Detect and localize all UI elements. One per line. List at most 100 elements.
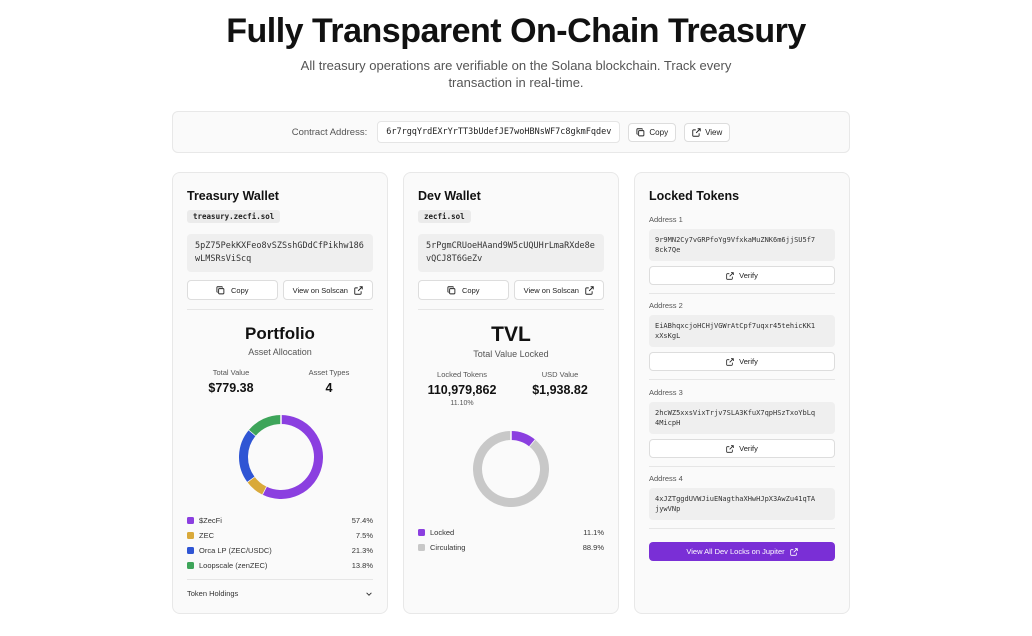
dev-wallet-title: Dev Wallet [418,189,481,203]
treasury-solscan-label: View on Solscan [292,285,348,295]
donut-gap [529,439,536,448]
contract-view-label: View [705,127,723,137]
locked-divider [649,379,835,380]
tvl-title: TVL [491,323,531,346]
external-link-icon [354,285,363,295]
legend-item: Orca LP (ZEC/USDC) 21.3% [187,543,373,558]
treasury-wallet-title: Treasury Wallet [187,189,279,203]
asset-types-stat: Asset Types 4 [279,368,379,395]
locked-address-value[interactable]: 9r9MN2Cy7vGRPfoYg9VfxkaMuZNK6m6jjSU5f7 8… [649,229,835,261]
locked-tokens-percent: 11.10% [450,400,474,407]
locked-address-label: Address 4 [649,474,683,483]
contract-address-bar: Contract Address: 6r7rgqYrdEXrYrTT3bUdef… [172,111,850,153]
token-holdings-label: Token Holdings [187,589,239,598]
locked-tokens-stat: Locked Tokens 110,979,862 11.10% [412,370,512,407]
usd-value-stat: USD Value $1,938.82 [510,370,610,397]
usd-value: $1,938.82 [532,383,588,397]
tvl-subtitle: Total Value Locked [473,349,549,359]
legend-swatch [187,517,194,524]
locked-tokens-value: 110,979,862 [427,383,497,397]
locked-address-line-2: 8ck7Qe [655,246,681,254]
treasury-address-line-1: 5pZ75PekKXFeo8vSZSshGDdCfPikhw186 [195,241,364,251]
tvl-legend: Locked 11.1% Circulating 88.9% [418,525,604,555]
verify-button[interactable]: Verify [649,439,835,458]
external-link-icon [726,444,734,453]
total-value: $779.38 [208,381,254,395]
asset-types-label: Asset Types [308,368,350,377]
legend-value: 13.8% [351,561,373,570]
token-holdings-toggle[interactable]: Token Holdings [187,589,373,598]
locked-tokens-label: Locked Tokens [437,370,487,379]
locked-address-value[interactable]: 2hcWZ5xxsVixTrjv7SLA3KfuX7qpHSzTxoYbLq 4… [649,402,835,434]
copy-icon [216,285,225,294]
locked-address-line-1: 4xJZTggdUVWJiuENagthaXHwHJpX3AwZu41qTA [655,495,816,503]
treasury-wallet-card: Treasury Wallet treasury.zecfi.sol 5pZ75… [172,172,388,614]
dev-wallet-card: Dev Wallet zecfi.sol 5rPgmCRUoeHAand9W5c… [403,172,619,614]
legend-value: 7.5% [355,531,373,540]
copy-icon [636,127,645,136]
verify-button[interactable]: Verify [649,266,835,285]
external-link-icon [789,547,798,556]
legend-item: ZEC 7.5% [187,528,373,543]
locked-address-item: Address 1 9r9MN2Cy7vGRPfoYg9VfxkaMuZNK6m… [649,215,835,294]
contract-address-label: Contract Address: [291,126,368,138]
treasury-solscan-button[interactable]: View on Solscan [282,280,373,300]
legend-label: Locked [430,528,455,537]
verify-button[interactable]: Verify [649,352,835,371]
contract-copy-button[interactable]: Copy [628,122,677,142]
locked-address-line-1: 9r9MN2Cy7vGRPfoYg9VfxkaMuZNK6m6jjSU5f7 [655,236,816,244]
donut-slice-locked [510,431,536,447]
verify-label: Verify [739,357,758,366]
contract-view-button[interactable]: View [684,122,731,142]
legend-swatch [418,544,425,551]
asset-types-value: 4 [325,381,333,395]
legend-swatch [187,547,194,554]
legend-item: Locked 11.1% [418,525,604,540]
locked-address-item: Address 3 2hcWZ5xxsVixTrjv7SLA3KfuX7qpHS… [649,388,835,467]
locked-address-line-2: jywVNp [655,505,681,513]
view-jupiter-locks-button[interactable]: View All Dev Locks on Jupiter [649,542,835,561]
legend-swatch [187,532,194,539]
external-link-icon [692,127,701,137]
page-subtitle: All treasury operations are verifiable o… [300,57,732,91]
locked-address-value[interactable]: 4xJZTggdUVWJiuENagthaXHwHJpX3AwZu41qTA j… [649,488,835,520]
dev-domain-badge: zecfi.sol [418,210,471,223]
locked-address-label: Address 2 [649,301,683,310]
treasury-address[interactable]: 5pZ75PekKXFeo8vSZSshGDdCfPikhw186 wLMSRs… [187,234,373,272]
locked-address-value[interactable]: EiABhqxcjoHCHjVGWrAtCpf7uqxr45tehicKK1 x… [649,315,835,347]
verify-label: Verify [739,444,758,453]
usd-value-label: USD Value [541,370,579,379]
verify-label: Verify [739,271,758,280]
dev-address-line-1: 5rPgmCRUoeHAand9W5cUQUHrLmaRXde8e [426,241,595,251]
locked-address-line-2: xXsKgL [655,332,681,340]
donut-gap [261,486,267,495]
subtitle-line-2: transaction in real-time. [448,75,584,90]
dev-solscan-button[interactable]: View on Solscan [513,280,604,300]
treasury-copy-label: Copy [230,285,249,295]
holdings-divider [187,579,373,580]
treasury-address-line-2: wLMSRsViScq [195,254,252,264]
dev-divider [418,309,604,310]
total-value-stat: Total Value $779.38 [181,368,281,395]
locked-address-line-1: 2hcWZ5xxsVixTrjv7SLA3KfuX7qpHSzTxoYbLq [655,409,816,417]
donut-slice-circulating [473,431,549,507]
dev-copy-button[interactable]: Copy [418,280,509,300]
legend-value: 21.3% [351,546,373,555]
legend-value: 11.1% [583,528,604,537]
legend-label: Loopscale (zenZEC) [199,561,268,570]
donut-slice-orca-lp-zec-usdc [239,429,256,482]
treasury-copy-button[interactable]: Copy [187,280,278,300]
portfolio-title: Portfolio [245,324,315,343]
locked-divider [649,466,835,467]
locked-address-label: Address 1 [649,215,683,224]
legend-label: Orca LP (ZEC/USDC) [199,546,272,555]
portfolio-subtitle: Asset Allocation [248,347,312,357]
page-title: Fully Transparent On-Chain Treasury [226,12,806,50]
dev-copy-label: Copy [461,285,480,295]
dev-address[interactable]: 5rPgmCRUoeHAand9W5cUQUHrLmaRXde8e vQCJ8T… [418,234,604,272]
treasury-divider [187,309,373,310]
locked-address-line-2: 4MicpH [655,419,681,427]
contract-address-value[interactable]: 6r7rgqYrdEXrYrTT3bUdefJE7woHBNsWF7c8gkmF… [377,121,621,143]
legend-label: ZEC [199,531,214,540]
locked-tokens-card: Locked Tokens Address 1 9r9MN2Cy7vGRPfoY… [634,172,850,614]
